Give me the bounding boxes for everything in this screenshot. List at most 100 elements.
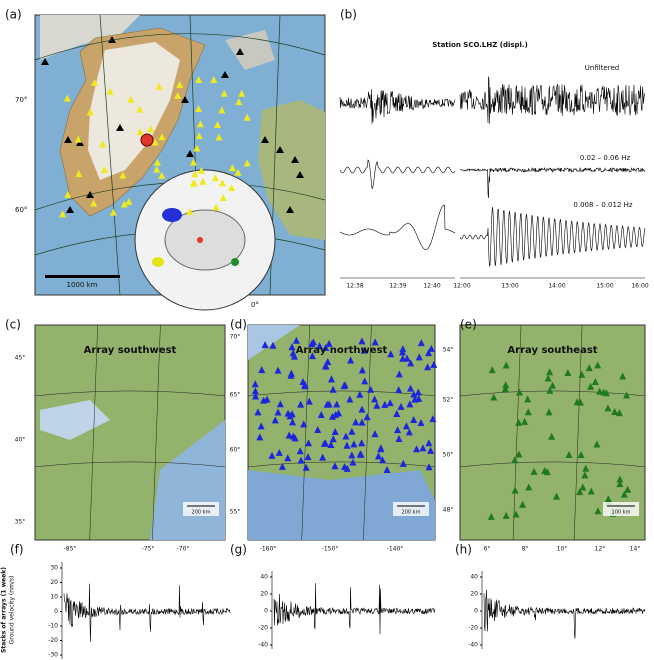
station	[195, 132, 203, 140]
station	[158, 133, 166, 141]
graticule	[301, 324, 310, 541]
trace	[483, 589, 646, 639]
station	[288, 343, 296, 351]
station	[358, 405, 366, 413]
station	[258, 366, 266, 374]
label: (c)	[5, 318, 21, 332]
station	[296, 171, 304, 178]
graticule	[459, 461, 646, 468]
station	[284, 454, 292, 462]
graticule	[34, 390, 226, 397]
label: 30	[50, 565, 58, 572]
station	[276, 400, 284, 408]
scandinavia	[258, 100, 325, 240]
station	[274, 366, 282, 374]
station	[191, 170, 199, 178]
station	[86, 108, 94, 116]
label: 0	[474, 608, 478, 615]
station	[305, 397, 313, 405]
station	[285, 431, 293, 439]
station	[116, 124, 124, 131]
station	[291, 434, 299, 442]
station	[297, 456, 305, 464]
station	[251, 380, 259, 388]
station	[66, 206, 74, 213]
station	[63, 94, 71, 102]
station	[309, 338, 317, 346]
station	[515, 388, 523, 396]
station	[393, 410, 401, 418]
station	[234, 168, 242, 176]
station	[579, 483, 587, 491]
station	[357, 450, 365, 458]
station	[321, 439, 329, 447]
label: 54°	[443, 347, 454, 354]
station	[228, 184, 236, 192]
station	[108, 36, 116, 43]
station	[427, 446, 435, 454]
station	[546, 368, 554, 376]
station	[407, 384, 415, 392]
inset-land	[164, 209, 246, 271]
station	[322, 343, 330, 351]
station	[381, 400, 389, 408]
station	[333, 400, 341, 408]
station	[235, 98, 243, 106]
station	[99, 140, 107, 148]
station	[254, 408, 262, 416]
station	[301, 380, 309, 388]
station	[530, 467, 538, 475]
label: 0.02 – 0.06 Hz	[580, 154, 631, 162]
trace	[63, 583, 231, 642]
station	[511, 456, 519, 464]
station	[576, 488, 584, 496]
label: 48°	[443, 507, 454, 514]
station	[375, 452, 383, 460]
station	[352, 418, 360, 426]
station	[379, 456, 387, 464]
station	[604, 495, 612, 503]
station	[136, 128, 144, 136]
station	[136, 105, 144, 113]
scale-bar	[45, 275, 120, 278]
station	[64, 190, 72, 198]
station	[343, 464, 351, 472]
station	[181, 96, 189, 103]
label: 100 km	[612, 510, 631, 516]
station	[405, 428, 413, 436]
station	[304, 453, 312, 461]
station	[350, 440, 358, 448]
label: (g)	[230, 543, 247, 557]
station	[399, 345, 407, 353]
station	[238, 89, 246, 97]
station	[276, 146, 284, 153]
station	[406, 400, 414, 408]
station	[319, 453, 327, 461]
station	[210, 76, 218, 84]
label: -20	[48, 637, 58, 644]
station	[587, 382, 595, 390]
label: Ground velocity (nm/s)	[9, 576, 16, 645]
station	[417, 419, 425, 427]
station	[543, 468, 551, 476]
station	[565, 451, 573, 459]
station	[515, 450, 523, 458]
station	[275, 448, 283, 456]
station	[488, 366, 496, 374]
ice-sheet	[88, 42, 180, 180]
label: 65°	[230, 392, 241, 399]
label: 12°	[595, 546, 606, 553]
label: 10	[50, 594, 58, 601]
label: 12:00	[453, 283, 470, 290]
label: 20	[50, 579, 58, 586]
station	[147, 125, 155, 133]
station	[291, 156, 299, 163]
station	[153, 158, 161, 166]
station	[260, 396, 268, 404]
station	[109, 208, 117, 216]
label: 12:39	[389, 283, 406, 290]
label: 15:00	[596, 283, 613, 290]
label: 6°	[484, 546, 491, 553]
station	[546, 386, 554, 394]
